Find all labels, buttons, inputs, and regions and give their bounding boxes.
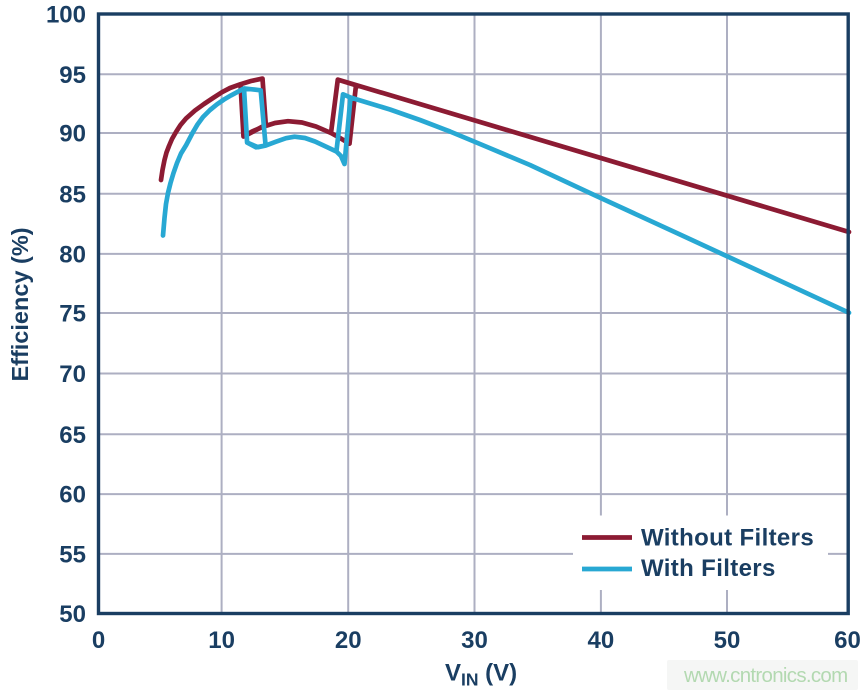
- svg-text:75: 75: [59, 301, 86, 328]
- svg-text:Efficiency (%): Efficiency (%): [7, 227, 33, 381]
- svg-text:65: 65: [59, 422, 86, 449]
- svg-text:60: 60: [834, 627, 861, 654]
- svg-text:100: 100: [46, 2, 86, 29]
- svg-text:50: 50: [714, 627, 741, 654]
- svg-text:70: 70: [59, 361, 86, 388]
- svg-text:50: 50: [59, 601, 86, 628]
- svg-text:Without Filters: Without Filters: [641, 525, 814, 552]
- svg-text:30: 30: [461, 627, 488, 654]
- svg-text:20: 20: [335, 627, 362, 654]
- svg-text:55: 55: [59, 542, 86, 569]
- svg-text:0: 0: [92, 627, 105, 654]
- svg-text:10: 10: [208, 627, 235, 654]
- svg-text:60: 60: [59, 482, 86, 509]
- svg-text:90: 90: [59, 121, 86, 148]
- svg-text:80: 80: [59, 242, 86, 269]
- svg-text:95: 95: [59, 62, 86, 89]
- svg-text:www.cntronics.com: www.cntronics.com: [683, 664, 848, 687]
- svg-text:With Filters: With Filters: [641, 555, 776, 582]
- svg-text:85: 85: [59, 181, 86, 208]
- svg-text:VIN (V): VIN (V): [445, 660, 517, 690]
- svg-text:40: 40: [588, 627, 615, 654]
